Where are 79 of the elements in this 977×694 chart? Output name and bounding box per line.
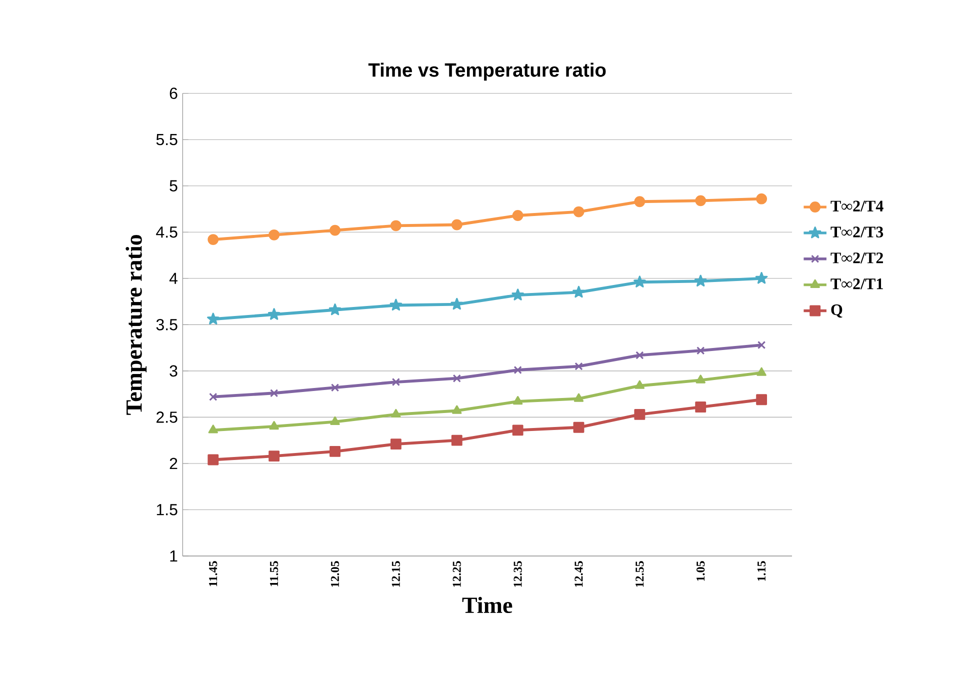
point xyxy=(451,434,462,446)
point xyxy=(209,392,218,401)
point xyxy=(695,195,706,206)
point xyxy=(512,288,524,300)
point xyxy=(452,374,461,382)
point xyxy=(269,420,279,430)
legend-label: T∞2/T1 xyxy=(830,278,883,290)
x-tick-label: 12.45 xyxy=(574,561,583,587)
point xyxy=(573,206,584,218)
point xyxy=(390,298,402,311)
y-tick-label: 1.5 xyxy=(156,504,178,516)
y-tick-label: 5.5 xyxy=(156,134,178,146)
y-tick-label: 3 xyxy=(170,365,178,377)
legend-label: T∞2/T4 xyxy=(830,200,884,212)
point xyxy=(450,298,464,310)
point xyxy=(452,405,462,414)
point xyxy=(694,274,707,287)
point xyxy=(451,219,462,230)
point xyxy=(696,346,705,355)
point xyxy=(695,402,706,412)
point xyxy=(756,367,766,376)
x-tick-label: 12.35 xyxy=(514,561,522,587)
x-tick-label: 12.55 xyxy=(636,561,644,587)
x-tick-label: 12.05 xyxy=(330,561,340,587)
point xyxy=(512,396,523,405)
y-tick-label: 4.5 xyxy=(156,226,178,238)
point xyxy=(634,408,646,420)
x-tick-label: 1.05 xyxy=(696,561,705,581)
legend-label: Q xyxy=(831,304,842,318)
x-tick-label: 11.55 xyxy=(270,561,278,586)
x-tick-label: 12.25 xyxy=(452,561,461,587)
point xyxy=(391,408,401,418)
point xyxy=(574,362,583,370)
point xyxy=(574,393,584,402)
x-tick-label: 1.15 xyxy=(757,561,766,581)
y-tick-label: 5 xyxy=(170,180,178,192)
point xyxy=(330,224,340,236)
point xyxy=(634,196,646,208)
point xyxy=(390,438,402,450)
point xyxy=(512,210,524,221)
point xyxy=(330,416,340,425)
point xyxy=(268,308,280,320)
legend-label: T∞2/T3 xyxy=(830,226,884,238)
point xyxy=(696,374,706,384)
point xyxy=(636,351,644,360)
point xyxy=(512,424,524,436)
point xyxy=(208,424,218,434)
point xyxy=(390,220,402,232)
y-tick-label: 4 xyxy=(169,272,178,284)
point xyxy=(756,193,768,204)
point xyxy=(755,272,768,284)
point xyxy=(392,378,400,386)
legend-label: T∞2/T2 xyxy=(830,252,883,264)
point xyxy=(514,366,522,374)
point xyxy=(268,229,280,240)
y-axis-title: Temperature ratio xyxy=(126,234,147,415)
point xyxy=(268,450,280,462)
point xyxy=(756,394,768,406)
point xyxy=(330,446,340,457)
chart-title: Time vs Temperature ratio xyxy=(368,62,606,81)
point xyxy=(207,312,220,324)
point xyxy=(330,383,340,392)
point xyxy=(208,234,219,246)
y-tick-label: 6 xyxy=(170,88,178,99)
point xyxy=(634,276,646,288)
x-tick-label: 12.15 xyxy=(392,561,400,587)
x-tick-label: 11.45 xyxy=(209,561,218,586)
point xyxy=(208,454,219,466)
y-tick-label: 1 xyxy=(170,550,178,562)
y-tick-label: 2.5 xyxy=(156,412,178,423)
point xyxy=(757,340,766,350)
y-tick-label: 3.5 xyxy=(156,319,178,330)
point xyxy=(270,389,278,398)
point xyxy=(573,422,584,433)
x-axis-title: Time xyxy=(462,596,512,614)
point xyxy=(328,303,342,316)
point xyxy=(572,286,585,298)
point xyxy=(634,380,645,389)
y-tick-label: 2 xyxy=(170,458,178,470)
